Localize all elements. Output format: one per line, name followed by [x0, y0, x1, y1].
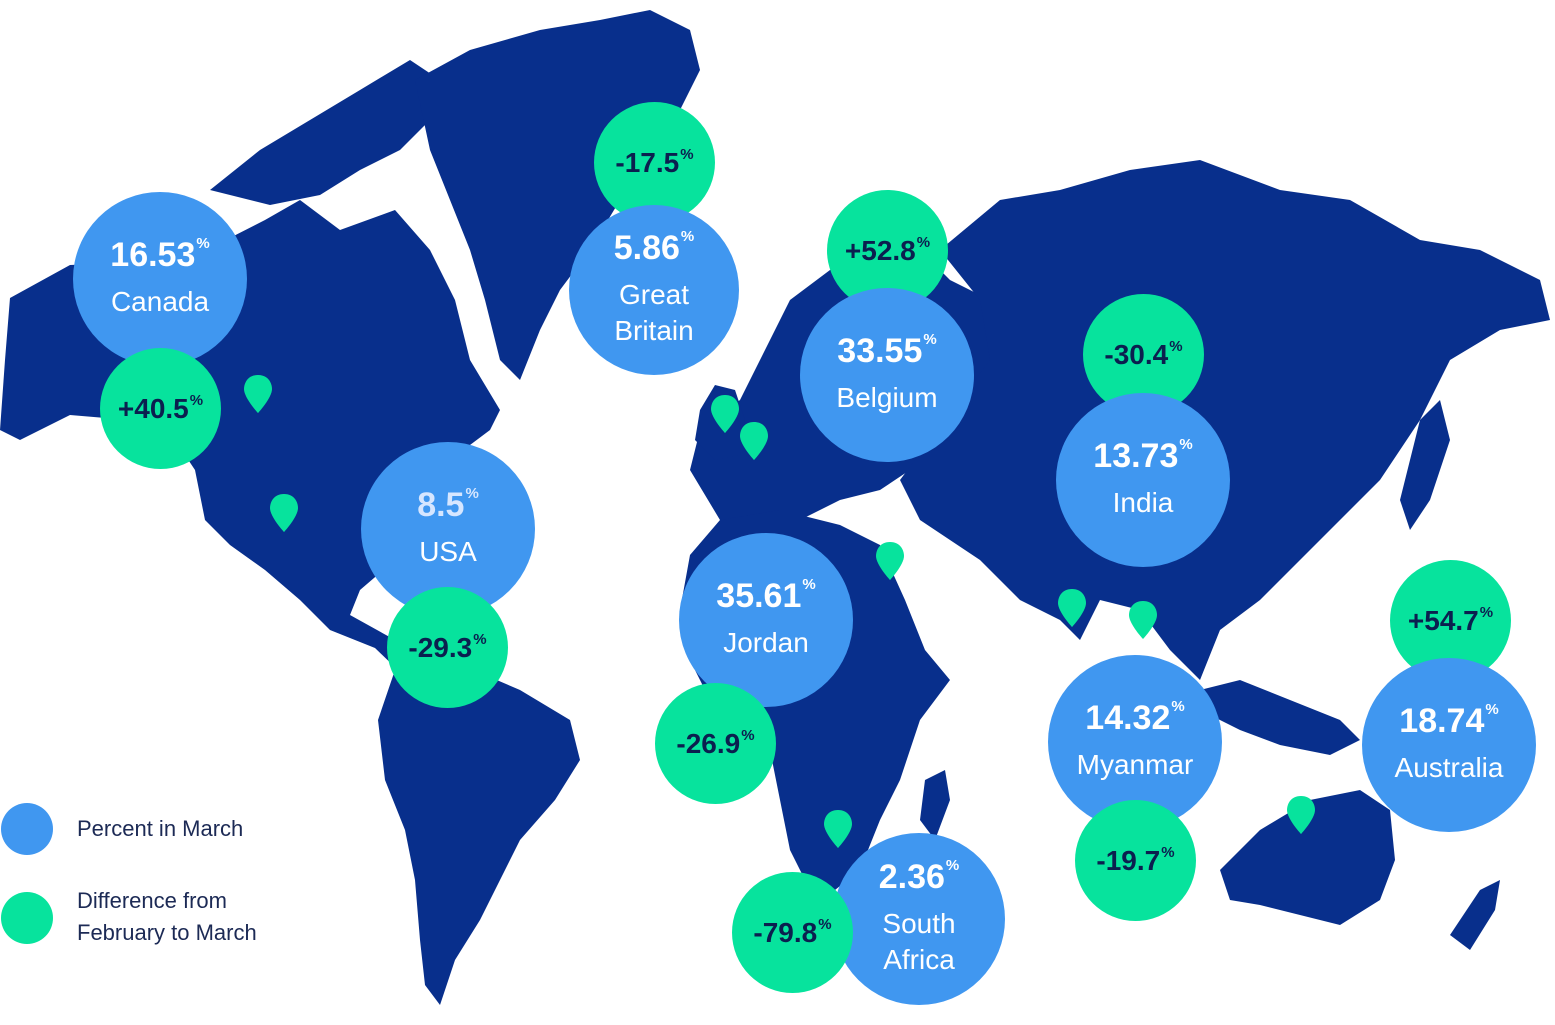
belgium-label: Belgium: [836, 382, 938, 413]
map-pins: [244, 375, 1315, 848]
map-pin-icon: [270, 494, 298, 532]
south-africa-difference-value: -79.8: [753, 916, 818, 948]
map-pin-icon: [1287, 796, 1315, 834]
legend-percent-swatch: [1, 803, 53, 855]
myanmar-difference-value: -19.7: [1096, 844, 1161, 876]
percent-unit: %: [1171, 698, 1185, 715]
landmass-greenland: [415, 10, 700, 380]
canada-percent-bubble: 16.53% Canada: [73, 192, 247, 366]
great-britain-percent-value: 5.86: [613, 229, 680, 267]
south-africa-difference-bubble: -79.8%: [732, 872, 853, 993]
canada-difference-bubble: +40.5%: [100, 348, 221, 469]
landmass-japan: [1400, 400, 1450, 530]
jordan-percent-bubble: 35.61% Jordan: [679, 533, 853, 707]
jordan-difference-value: -26.9: [676, 727, 741, 759]
landmass-madagascar: [920, 770, 950, 840]
percent-unit: %: [1485, 701, 1499, 718]
percent-unit: %: [923, 331, 937, 348]
percent-unit: %: [802, 576, 816, 593]
legend-difference-label: Difference from February to March: [77, 888, 257, 945]
great-britain-difference-bubble: -17.5%: [594, 102, 715, 223]
belgium-percent-bubble: 33.55% Belgium: [800, 288, 974, 462]
percent-unit: %: [680, 228, 695, 245]
continents: [0, 10, 1550, 1005]
jordan-percent-value: 35.61: [716, 577, 802, 615]
myanmar-percent-value: 14.32: [1085, 699, 1171, 737]
south-africa-percent-value: 2.36: [878, 858, 945, 896]
usa-label: USA: [419, 536, 477, 567]
percent-unit: %: [1179, 436, 1193, 453]
jordan-label: Jordan: [723, 627, 809, 658]
australia-percent-bubble: 18.74% Australia: [1362, 658, 1536, 832]
landmass-new-zealand: [1450, 880, 1500, 950]
map-pin-icon: [1129, 601, 1157, 639]
landmass-arctic-islands: [210, 60, 440, 205]
canada-difference-value: +40.5: [117, 392, 189, 424]
india-percent-bubble: 13.73% India: [1056, 393, 1230, 567]
landmass-asia: [900, 160, 1550, 680]
canada-percent-value: 16.53: [110, 236, 196, 274]
map-pin-icon: [876, 542, 904, 580]
india-label: India: [1112, 487, 1174, 518]
india-percent-value: 13.73: [1093, 437, 1179, 475]
percent-unit: %: [1169, 337, 1183, 355]
india-difference-value: -30.4: [1104, 338, 1169, 370]
percent-unit: %: [189, 391, 204, 409]
legend-difference-swatch: [1, 892, 53, 944]
myanmar-label: Myanmar: [1076, 749, 1194, 780]
percent-unit: %: [680, 145, 694, 163]
map-pin-icon: [824, 810, 852, 848]
percent-unit: %: [916, 233, 931, 251]
map-pin-icon: [740, 422, 768, 460]
belgium-percent-value: 33.55: [837, 332, 923, 370]
usa-percent-value: 8.5: [417, 486, 465, 524]
south-africa-label: South Africa: [882, 908, 956, 975]
percent-unit: %: [741, 726, 755, 744]
landmass-australia: [1220, 790, 1395, 925]
belgium-difference-bubble: +52.8%: [827, 190, 948, 311]
usa-difference-bubble: -29.3%: [387, 587, 508, 708]
map-pin-icon: [1058, 589, 1086, 627]
map-pin-icon: [711, 395, 739, 433]
myanmar-difference-bubble: -19.7%: [1075, 800, 1196, 921]
great-britain-percent-bubble: 5.86% Great Britain: [569, 205, 739, 375]
great-britain-difference-value: -17.5: [615, 146, 680, 178]
south-africa-percent-bubble: 2.36% South Africa: [833, 833, 1005, 1005]
usa-difference-value: -29.3: [408, 631, 473, 663]
percent-unit: %: [196, 235, 210, 252]
belgium-difference-value: +52.8: [844, 234, 916, 266]
percent-unit: %: [465, 485, 479, 502]
landmass-southeast-asia-islands: [1200, 680, 1360, 755]
australia-label: Australia: [1394, 752, 1504, 783]
australia-difference-value: +54.7: [1407, 604, 1479, 636]
percent-unit: %: [818, 915, 832, 933]
australia-percent-value: 18.74: [1399, 702, 1485, 740]
great-britain-label: Great Britain: [614, 279, 694, 346]
landmass-south-america: [378, 660, 580, 1005]
jordan-difference-bubble: -26.9%: [655, 683, 776, 804]
percent-unit: %: [1479, 603, 1494, 621]
percent-unit: %: [1161, 843, 1175, 861]
percent-unit: %: [945, 857, 960, 874]
canada-label: Canada: [110, 286, 210, 317]
legend-percent-label: Percent in March: [77, 816, 244, 841]
map-pin-icon: [244, 375, 272, 413]
percent-unit: %: [473, 630, 487, 648]
